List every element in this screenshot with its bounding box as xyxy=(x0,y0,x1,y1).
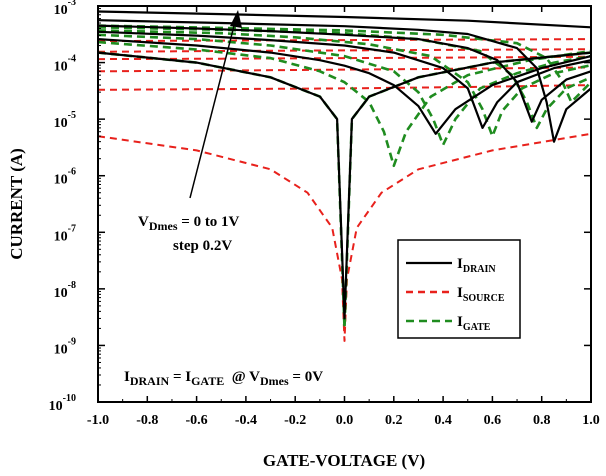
y-axis-title: CURRENT (A) xyxy=(7,148,26,260)
step-annotation: step 0.2V xyxy=(173,238,232,254)
drain-curve-1 xyxy=(98,38,591,135)
drain-curve-2 xyxy=(98,30,591,129)
y-tick-label-1: 10-9 xyxy=(54,336,76,357)
drain-curve-5 xyxy=(98,10,591,29)
x-tick-label-8: 0.6 xyxy=(484,413,502,428)
equality-annotation: IDRAIN = IGATE @ VDmes = 0V xyxy=(124,369,323,388)
y-tick-label-2: 10-8 xyxy=(54,280,76,301)
vd-arrow-shaft xyxy=(189,17,237,199)
vd-symbol: V xyxy=(138,214,149,230)
source-curve-1 xyxy=(98,84,591,91)
y-tick-label-3: 10-7 xyxy=(54,223,76,244)
eq-sub-dmes: Dmes xyxy=(260,374,289,388)
eq-end: = 0V xyxy=(289,369,324,385)
source-curve-5 xyxy=(98,38,591,43)
eq-at: @ V xyxy=(224,369,260,385)
vd-subscript: Dmes xyxy=(149,219,178,233)
y-axis: 10-10 10-9 10-8 10-7 10-6 10-5 10-4 10-3 xyxy=(49,0,591,414)
x-tick-label-2: -0.6 xyxy=(186,413,208,428)
eq-sub-gate: GATE xyxy=(191,374,224,388)
y-tick-label-0: 10-10 xyxy=(49,393,76,414)
series-layer xyxy=(98,10,591,342)
x-tick-label-6: 0.2 xyxy=(385,413,403,428)
eq-equals: = I xyxy=(169,369,191,385)
x-tick-label-3: -0.4 xyxy=(235,413,257,428)
legend-label-2: IGATE xyxy=(457,314,491,333)
drain-curve-4 xyxy=(98,19,591,143)
source-curve-0 xyxy=(98,132,591,342)
gate-curve-2 xyxy=(98,33,591,147)
x-tick-label-9: 0.8 xyxy=(533,413,551,428)
x-tick-label-10: 1.0 xyxy=(582,413,600,428)
eq-sub-drain: DRAIN xyxy=(130,374,170,388)
x-tick-label-5: 0.0 xyxy=(336,413,354,428)
gate-curve-1 xyxy=(98,40,591,168)
y-tick-label-5: 10-5 xyxy=(54,110,76,131)
x-tick-label-7: 0.4 xyxy=(434,413,452,428)
y-tick-label-4: 10-6 xyxy=(54,167,76,188)
source-curve-3 xyxy=(98,55,591,61)
x-axis-title: GATE-VOLTAGE (V) xyxy=(263,451,425,470)
x-tick-label-0: -1.0 xyxy=(87,413,109,428)
gate-curve-5 xyxy=(98,24,591,104)
legend: IDRAIN ISOURCE IGATE xyxy=(397,239,521,339)
x-tick-label-1: -0.8 xyxy=(136,413,158,428)
y-tick-label-6: 10-4 xyxy=(54,54,76,75)
drain-curve-0 xyxy=(98,51,591,320)
legend-label-1: ISOURCE xyxy=(457,285,505,304)
legend-label-0: IDRAIN xyxy=(457,256,496,275)
legend-box xyxy=(397,239,521,339)
y-tick-label-7: 10-3 xyxy=(54,0,76,18)
vd-range-text: = 0 to 1V xyxy=(178,214,240,230)
eq-i1: I xyxy=(124,369,130,385)
source-curve-4 xyxy=(98,48,591,53)
vd-range-annotation: VDmes = 0 to 1V xyxy=(138,214,240,233)
source-curve-2 xyxy=(98,66,591,73)
x-axis: -1.0 -0.8 -0.6 -0.4 -0.2 0.0 0.2 0.4 0.6 0.8 1.0 xyxy=(87,6,600,428)
x-tick-label-4: -0.2 xyxy=(284,413,306,428)
vd-arrow-head xyxy=(230,10,242,28)
